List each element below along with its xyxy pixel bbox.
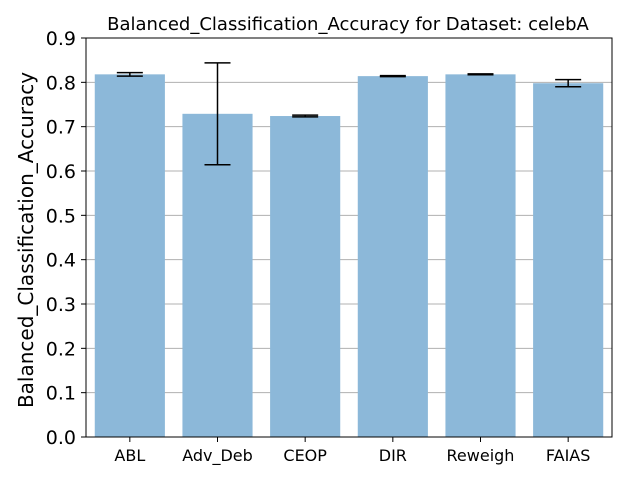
bar-reweigh xyxy=(445,74,516,437)
plot-frame xyxy=(85,37,613,438)
y-tick-label: 0.8 xyxy=(46,72,76,94)
bar-ceop xyxy=(270,116,341,437)
x-tick-label: FAIAS xyxy=(546,446,591,465)
x-tick-label: Adv_Deb xyxy=(182,446,253,466)
chart-title: Balanced_Classification_Accuracy for Dat… xyxy=(107,14,589,35)
y-tick-label: 0.9 xyxy=(46,28,76,50)
y-tick-label: 0.4 xyxy=(46,250,76,272)
bar-dir xyxy=(357,76,428,438)
y-tick-label: 0.0 xyxy=(46,427,76,449)
bar-abl xyxy=(94,74,165,437)
y-ticks: 0.0 0.1 0.2 0.3 0.4 0.5 0.6 0.7 0.8 0.9 xyxy=(46,28,86,449)
y-tick-label: 0.3 xyxy=(46,294,76,316)
error-bars xyxy=(116,62,582,166)
x-tick-label: DIR xyxy=(379,446,407,465)
y-tick-label: 0.5 xyxy=(46,205,76,227)
y-tick-label: 0.1 xyxy=(46,383,76,405)
y-tick-label: 0.2 xyxy=(46,338,76,360)
bar-adv-deb xyxy=(182,113,253,437)
x-ticks: ABL Adv_Deb CEOP DIR Reweigh FAIAS xyxy=(114,437,590,466)
x-tick-label: Reweigh xyxy=(447,446,515,465)
y-tick-label: 0.6 xyxy=(46,161,76,183)
y-tick-label: 0.7 xyxy=(46,117,76,139)
y-axis-label: Balanced_Classification_Accuracy xyxy=(14,72,38,408)
x-tick-label: CEOP xyxy=(283,446,327,465)
bar-faias xyxy=(533,83,604,437)
x-tick-label: ABL xyxy=(114,446,145,465)
bars xyxy=(94,74,604,438)
